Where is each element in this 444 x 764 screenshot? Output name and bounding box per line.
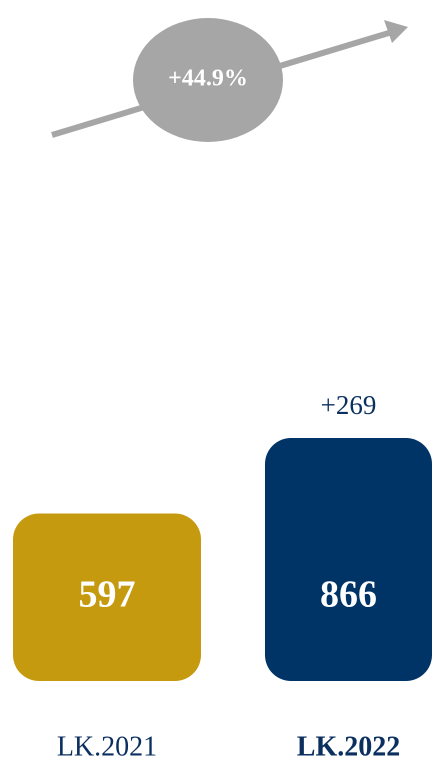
value-label: 866 [320, 574, 377, 616]
x-tick-label: LK.2021 [57, 731, 157, 762]
arrow-head [384, 20, 408, 43]
bar [265, 438, 432, 681]
growth-arrow [51, 18, 408, 142]
difference-label: +269 [321, 390, 377, 420]
x-tick-label: LK.2022 [297, 731, 400, 762]
growth-percent: +44.9% [168, 66, 248, 92]
value-label: 597 [79, 574, 136, 616]
growth-bubble [133, 18, 283, 142]
bar [13, 513, 201, 681]
